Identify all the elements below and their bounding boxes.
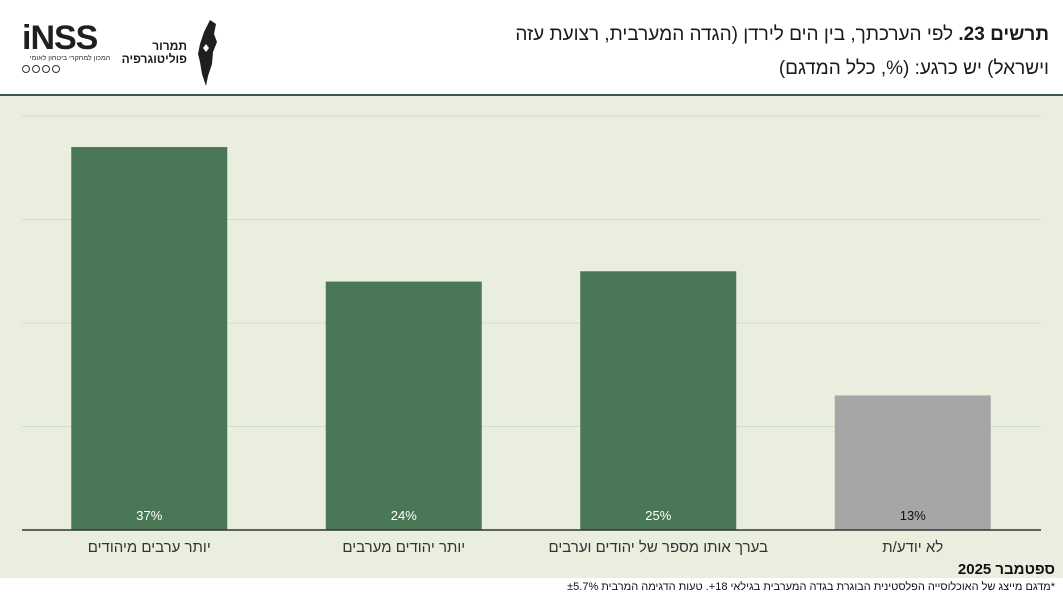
data-label: 24%	[391, 508, 417, 523]
inss-logo-subtitle: המכון למחקרי ביטחון לאומי	[29, 55, 111, 62]
category-label: יותר יהודים מערבים	[342, 539, 465, 556]
politography-logo: תמרור פוליטוגרפיה	[122, 18, 223, 88]
question-text-1: לפי הערכתך, בין הים לירדן (הגדה המערבית,…	[515, 24, 954, 45]
sample-note: *מדגם מייצג של האוכלוסייה הפלסטינית הבוג…	[567, 581, 1055, 593]
figure-label: תרשים 23.	[958, 24, 1049, 45]
question-text-2: וישראל) יש כרגע: (%, כלל המדגם)	[778, 58, 1049, 79]
header: תרשים 23. לפי הערכתך, בין הים לירדן (הגד…	[0, 0, 1063, 94]
circle-icon	[22, 65, 30, 73]
circle-icon	[32, 65, 40, 73]
data-labels: 37% 24% 25% 13%	[136, 508, 926, 523]
inss-logo: iNSS המכון למחקרי ביטחון לאומי	[22, 19, 118, 82]
politography-logo-text: תמרור פוליטוגרפיה	[122, 40, 187, 66]
data-label: 25%	[645, 508, 671, 523]
bar	[580, 271, 737, 530]
chart-title: תרשים 23. לפי הערכתך, בין הים לירדן (הגד…	[349, 18, 1049, 86]
map-silhouette-icon	[198, 20, 217, 86]
data-label: 13%	[900, 508, 926, 523]
circle-icon	[42, 65, 50, 73]
survey-date: ספטמבר 2025	[957, 561, 1055, 578]
politography-logo-line-1: תמרור	[152, 39, 187, 53]
inss-logo-word: iNSS	[22, 19, 98, 57]
category-label: בערך אותו מספר של יהודים וערבים	[549, 539, 768, 556]
category-labels: יותר ערבים מיהודים יותר יהודים מערבים בערך…	[88, 539, 943, 556]
bar	[325, 281, 482, 530]
bar	[71, 147, 228, 531]
politography-logo-line-2: פוליטוגרפיה	[121, 52, 187, 66]
circle-icon	[52, 65, 60, 73]
inss-logo-circles	[22, 65, 118, 73]
bars	[71, 147, 991, 531]
title-line-1: תרשים 23. לפי הערכתך, בין הים לירדן (הגד…	[349, 18, 1049, 52]
bar-chart: 37% 24% 25% 13% יותר ערבים מיהודים יותר יהוד…	[22, 115, 1041, 556]
bar	[834, 395, 991, 530]
header-divider	[0, 94, 1063, 96]
data-label: 37%	[136, 508, 162, 523]
category-label: יותר ערבים מיהודים	[88, 539, 211, 556]
category-label: לא יודע/ת	[882, 539, 943, 556]
